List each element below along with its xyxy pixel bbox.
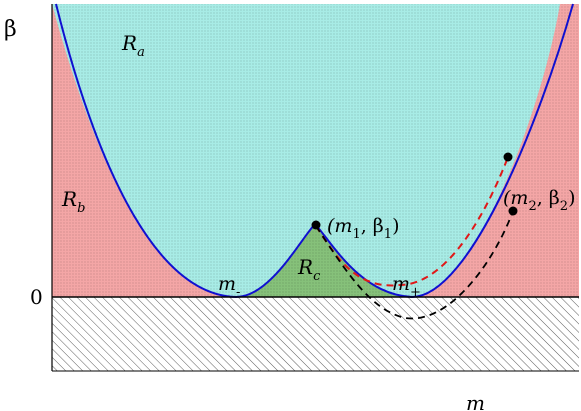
region-ra-dots (52, 4, 579, 297)
region-ra-label: Ra (121, 31, 145, 60)
point-m2-beta2 (508, 206, 518, 216)
region-rc-dots (236, 224, 412, 297)
point2-label: (m2, β2) (503, 187, 576, 214)
path-black-dashed (315, 210, 514, 320)
point-m1-beta1 (311, 220, 321, 230)
y-axis-label: β (4, 17, 17, 42)
region-rc-label: Rc (297, 255, 321, 284)
point1-label: (m1, β1) (327, 215, 400, 242)
m-minus-label: m- (218, 273, 240, 300)
zero-label: 0 (30, 285, 43, 309)
hatched-region (52, 297, 579, 371)
x-axis-label: m (466, 391, 485, 411)
point-red-end (503, 152, 513, 162)
m-plus-label: m+ (392, 273, 421, 300)
region-rb-label: Rb (61, 187, 85, 216)
